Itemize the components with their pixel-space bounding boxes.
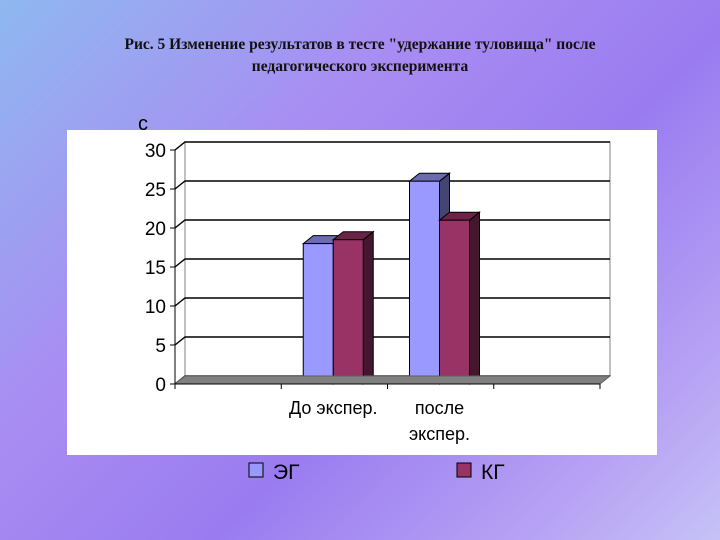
slide-title: Рис. 5 Изменение результатов в тесте "уд… [20,34,700,78]
bar-side [362,230,374,386]
y-tick-label: 30 [145,141,166,162]
gridline [174,141,610,151]
legend-label: ЭГ [273,461,299,484]
legend-swatch [456,462,472,478]
bar [439,219,470,385]
bar [409,180,440,385]
y-tick-label: 20 [145,219,166,240]
y-axis-label: с [138,113,148,135]
bar [302,243,334,385]
plot-floor [173,375,612,385]
y-tick-label: 15 [145,258,166,279]
legend-swatch [248,462,264,478]
x-tick-label: До экспер. [289,398,377,418]
x-tick-label: после [415,398,464,418]
bar [332,239,364,385]
bar-side [469,211,480,386]
y-tick-label: 25 [145,180,166,201]
y-tick-label: 10 [145,297,166,318]
y-tick-label: 0 [155,375,166,396]
x-tick-label: экспер. [409,424,470,444]
y-tick-label: 5 [155,336,166,357]
legend-label: КГ [481,461,505,484]
slide-title-line-1: Рис. 5 Изменение результатов в тесте "уд… [124,36,596,53]
slide-title-line-2: педагогического эксперимента [251,58,469,75]
gridline [174,180,610,190]
